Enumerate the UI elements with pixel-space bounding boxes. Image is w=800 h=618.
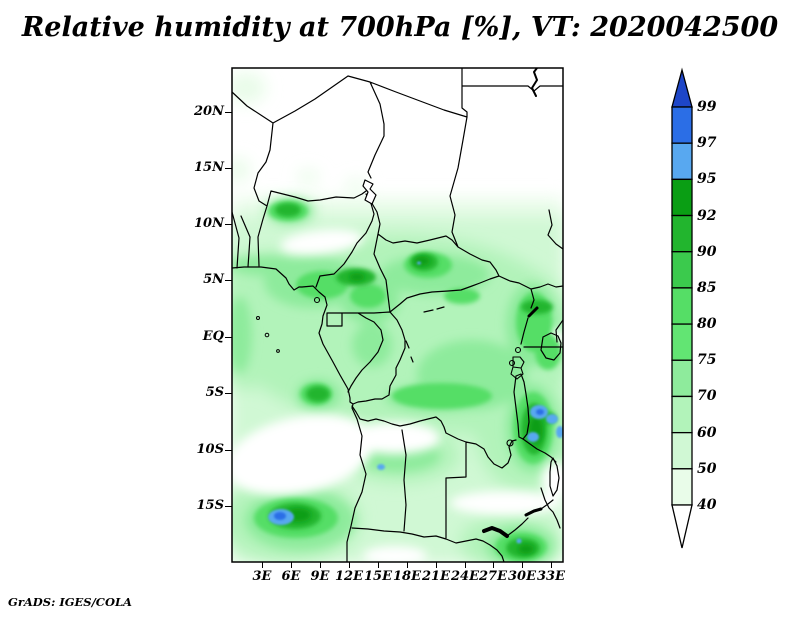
y-tick-label: 15N: [194, 160, 224, 175]
lake-malawi: [549, 457, 560, 497]
colorbar-tick-label: 80: [697, 316, 717, 333]
colorbar-segment: [671, 359, 693, 398]
y-tick-label: EQ: [202, 329, 224, 344]
colorbar-tick-label: 50: [697, 460, 717, 477]
colorbar-tick-label: 75: [697, 352, 717, 369]
lake-cahora-bassa: [524, 507, 543, 517]
y-tick-mark: [225, 279, 232, 281]
colorbar-tick-label: 99: [697, 99, 717, 115]
colorbar-segment: [671, 431, 693, 470]
lake-tanganyika: [513, 373, 530, 440]
annobon-island: [276, 349, 280, 353]
colorbar-segment: [671, 178, 693, 217]
country-borders: [232, 68, 563, 562]
x-tick-mark: [464, 562, 466, 568]
bioko-island: [313, 296, 321, 304]
y-tick-label: 20N: [194, 104, 224, 119]
lake-kariba: [482, 526, 509, 538]
y-tick-mark: [225, 505, 232, 507]
colorbar-tick-label: 40: [697, 497, 717, 513]
x-tick-label: 24E: [451, 569, 479, 584]
x-tick-mark: [550, 562, 552, 568]
y-tick-label: 10N: [194, 216, 224, 231]
y-tick-mark: [225, 449, 232, 451]
colorbar-segment: [671, 142, 693, 181]
lake-victoria: [540, 332, 562, 361]
y-tick-mark: [225, 167, 232, 169]
lake-albert: [527, 306, 539, 318]
lakes: [256, 68, 562, 538]
x-tick-label: 33E: [537, 569, 565, 584]
colorbar-tick-label: 60: [697, 424, 717, 441]
y-tick-mark: [225, 392, 232, 394]
colorbar-tick-label: 92: [697, 207, 717, 224]
x-tick-mark: [406, 562, 408, 568]
y-tick-mark: [225, 223, 232, 225]
lake-chad: [362, 179, 377, 205]
colorbar-segment: [671, 468, 693, 506]
y-tick-mark: [225, 111, 232, 113]
x-tick-label: 6E: [281, 569, 301, 584]
colorbar-tick-label: 90: [697, 243, 717, 260]
x-tick-label: 9E: [310, 569, 330, 584]
lake-mweru: [506, 439, 514, 447]
x-tick-label: 12E: [335, 569, 363, 584]
y-tick-label: 15S: [196, 498, 224, 513]
x-tick-label: 21E: [422, 569, 450, 584]
y-tick-label: 5S: [205, 385, 224, 400]
sao-tome-island: [264, 332, 270, 338]
y-tick-mark: [225, 336, 232, 338]
colorbar-segment: [671, 287, 693, 325]
x-tick-label: 30E: [508, 569, 536, 584]
y-tick-label: 10S: [196, 442, 224, 457]
colorbar-tick-label: 95: [697, 171, 717, 188]
colorbar-segment: [671, 395, 693, 434]
colorbar-arrow-top: [671, 67, 693, 108]
colorbar-segment: [671, 106, 693, 144]
x-tick-mark: [377, 562, 379, 568]
principe-island: [256, 316, 260, 320]
plot-title: Relative humidity at 700hPa [%], VT: 202…: [21, 12, 779, 43]
x-tick-mark: [435, 562, 437, 568]
humidity-field: [232, 68, 563, 562]
map-frame: [231, 67, 564, 563]
colorbar-tick-label: 97: [697, 135, 717, 152]
nile-river: [531, 68, 539, 97]
colorbar-segment: [671, 214, 693, 253]
x-tick-mark: [319, 562, 321, 568]
colorbar: [671, 67, 693, 549]
x-tick-label: 18E: [393, 569, 421, 584]
grads-credit: GrADS: IGES/COLA: [8, 595, 132, 609]
x-tick-label: 27E: [479, 569, 507, 584]
y-tick-label: 5N: [203, 272, 224, 287]
x-tick-mark: [521, 562, 523, 568]
x-tick-mark: [261, 562, 263, 568]
colorbar-arrow-bottom: [671, 504, 693, 549]
colorbar-tick-label: 85: [697, 279, 717, 296]
x-tick-mark: [348, 562, 350, 568]
lake-edward: [514, 346, 522, 354]
colorbar-segment: [671, 323, 693, 361]
colorbar-tick-label: 70: [697, 388, 717, 405]
colorbar-segment: [671, 251, 693, 289]
lake-kivu: [508, 359, 516, 367]
x-tick-mark: [492, 562, 494, 568]
x-tick-mark: [290, 562, 292, 568]
x-tick-label: 3E: [252, 569, 272, 584]
x-tick-label: 15E: [364, 569, 392, 584]
